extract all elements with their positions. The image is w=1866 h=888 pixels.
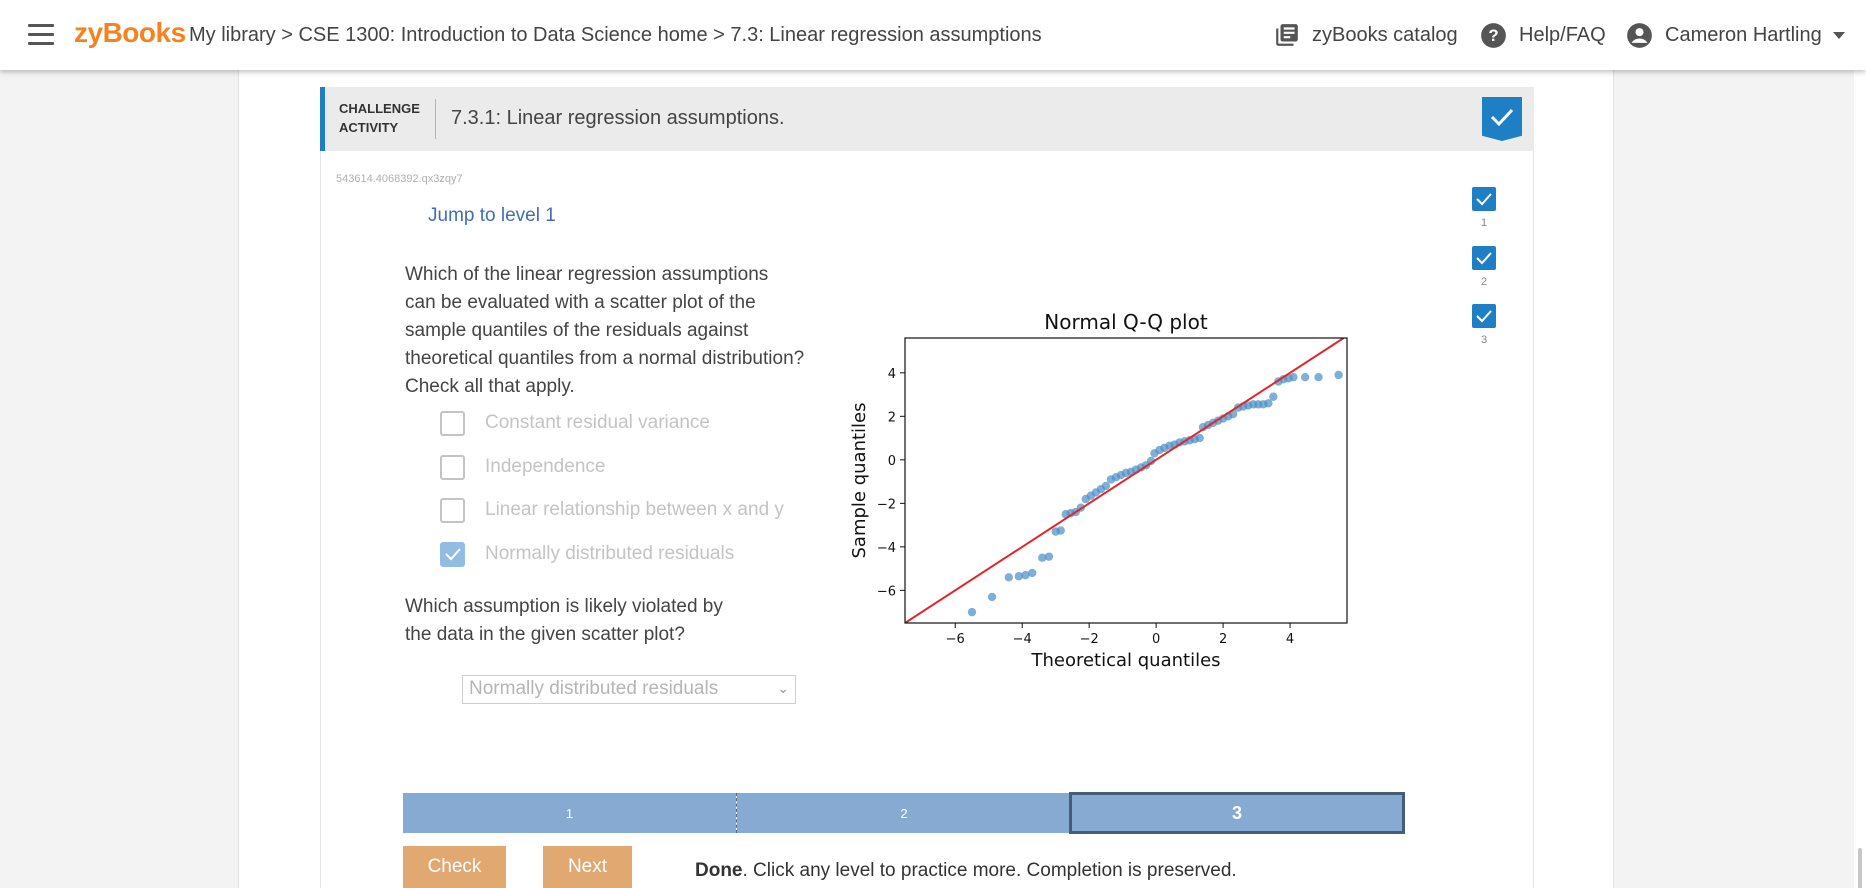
level-complete-icon <box>1472 246 1496 270</box>
help-label: Help/FAQ <box>1519 24 1606 46</box>
x-tick-label: 4 <box>1286 632 1294 647</box>
user-menu[interactable]: Cameron Hartling <box>1626 22 1846 49</box>
scrollbar-thumb[interactable] <box>1858 848 1862 888</box>
checkmark-icon <box>445 547 461 560</box>
checkbox[interactable] <box>440 497 465 523</box>
progress-segment-1[interactable]: 1 <box>403 793 736 833</box>
data-point <box>1056 526 1065 535</box>
hamburger-menu-icon[interactable] <box>28 24 54 46</box>
x-tick-label: 2 <box>1219 632 1227 647</box>
option-linear-relationship[interactable]: Linear relationship between x and y <box>440 496 784 524</box>
checkbox[interactable] <box>440 410 465 436</box>
catalog-link[interactable]: zyBooks catalog <box>1274 22 1458 48</box>
x-tick-label: −2 <box>1080 632 1099 647</box>
user-name: Cameron Hartling <box>1665 24 1822 46</box>
activity-code-id: 543614.4068392.qx3zqy7 <box>336 173 463 185</box>
header-divider <box>435 99 436 139</box>
completion-badge <box>1482 97 1522 141</box>
progress-segment-3[interactable]: 3 <box>1069 792 1405 834</box>
library-icon <box>1276 24 1298 46</box>
data-point <box>1195 433 1204 443</box>
checkmark-icon <box>1490 108 1514 127</box>
level-indicator-1[interactable]: 1 <box>1472 187 1496 229</box>
top-navigation-bar: zyBooks My library > CSE 1300: Introduct… <box>0 0 1866 70</box>
catalog-label: zyBooks catalog <box>1312 23 1458 46</box>
check-button[interactable]: Check <box>403 846 506 888</box>
x-axis-label: Theoretical quantiles <box>1030 650 1220 671</box>
data-point <box>1300 372 1310 382</box>
data-point <box>1264 399 1273 408</box>
checkbox-checked[interactable] <box>440 541 465 567</box>
option-independence[interactable]: Independence <box>440 453 605 481</box>
data-point <box>1021 570 1030 580</box>
qq-plot: Normal Q-Q plot −6 −4 −2 0 2 4 −6 −4 −2 0 2 4 Theoret… <box>849 310 1348 671</box>
checkbox[interactable] <box>440 454 465 480</box>
data-point <box>1044 552 1054 561</box>
svg-text:?: ? <box>1488 26 1498 45</box>
assumption-dropdown[interactable]: Normally distributed residuals ⌄ <box>462 675 796 704</box>
account-icon <box>1627 23 1652 48</box>
data-point <box>1314 372 1323 382</box>
question-1: Which of the linear regression assumptio… <box>405 264 805 397</box>
scrollbar[interactable] <box>1854 70 1866 888</box>
jump-to-level-link[interactable]: Jump to level 1 <box>428 205 556 226</box>
chevron-down-icon: ⌄ <box>777 680 789 696</box>
data-point <box>1334 370 1343 380</box>
data-point <box>1028 568 1037 578</box>
y-tick-label: −6 <box>877 584 896 599</box>
level-complete-icon <box>1472 304 1496 328</box>
level-indicator-3[interactable]: 3 <box>1472 304 1496 346</box>
data-point <box>1146 456 1156 466</box>
data-point <box>967 607 977 617</box>
reference-line <box>905 338 1345 623</box>
next-button[interactable]: Next <box>543 846 632 888</box>
data-point <box>1101 481 1111 491</box>
breadcrumb[interactable]: My library > CSE 1300: Introduction to D… <box>189 24 1042 46</box>
data-point <box>1004 573 1014 582</box>
x-tick-label: −4 <box>1013 632 1032 647</box>
dropdown-value: Normally distributed residuals <box>469 678 719 699</box>
question-2: Which assumption is likely violated by t… <box>405 596 723 645</box>
activity-title: 7.3.1: Linear regression assumptions. <box>451 107 785 129</box>
data-point <box>987 592 997 602</box>
plot-frame <box>904 337 1348 624</box>
data-point <box>1269 392 1278 401</box>
level-complete-icon <box>1472 187 1496 211</box>
help-link[interactable]: ? Help/FAQ <box>1480 22 1606 49</box>
option-constant-variance[interactable]: Constant residual variance <box>440 409 710 437</box>
progress-segment-2[interactable]: 2 <box>737 793 1071 833</box>
caret-down-icon <box>1832 31 1845 39</box>
data-point <box>1014 572 1024 581</box>
y-tick-label: 4 <box>888 367 896 382</box>
y-tick-label: −2 <box>877 497 896 512</box>
activity-type: CHALLENGE ACTIVITY <box>339 101 420 135</box>
x-tick-label: −6 <box>946 632 965 647</box>
chart-title: Normal Q-Q plot <box>1044 310 1208 334</box>
x-tick-label: 0 <box>1152 632 1160 647</box>
option-normal-residuals[interactable]: Normally distributed residuals <box>440 540 734 568</box>
zybooks-logo[interactable]: zyBooks <box>74 17 186 48</box>
activity-header: CHALLENGE ACTIVITY 7.3.1: Linear regress… <box>320 87 1534 151</box>
completion-message: Done. Click any level to practice more. … <box>695 860 1237 881</box>
data-point <box>1289 372 1298 382</box>
y-tick-label: −4 <box>877 541 896 556</box>
progress-divider <box>736 793 737 833</box>
level-progress-bar: 1 2 3 <box>403 792 1405 834</box>
level-indicator-2[interactable]: 2 <box>1472 246 1496 288</box>
y-tick-label: 0 <box>888 454 896 469</box>
help-icon: ? <box>1481 23 1506 48</box>
challenge-activity <box>320 87 1534 888</box>
data-point <box>1038 553 1047 562</box>
y-axis-label: Sample quantiles <box>849 403 870 559</box>
y-tick-label: 2 <box>888 410 896 425</box>
